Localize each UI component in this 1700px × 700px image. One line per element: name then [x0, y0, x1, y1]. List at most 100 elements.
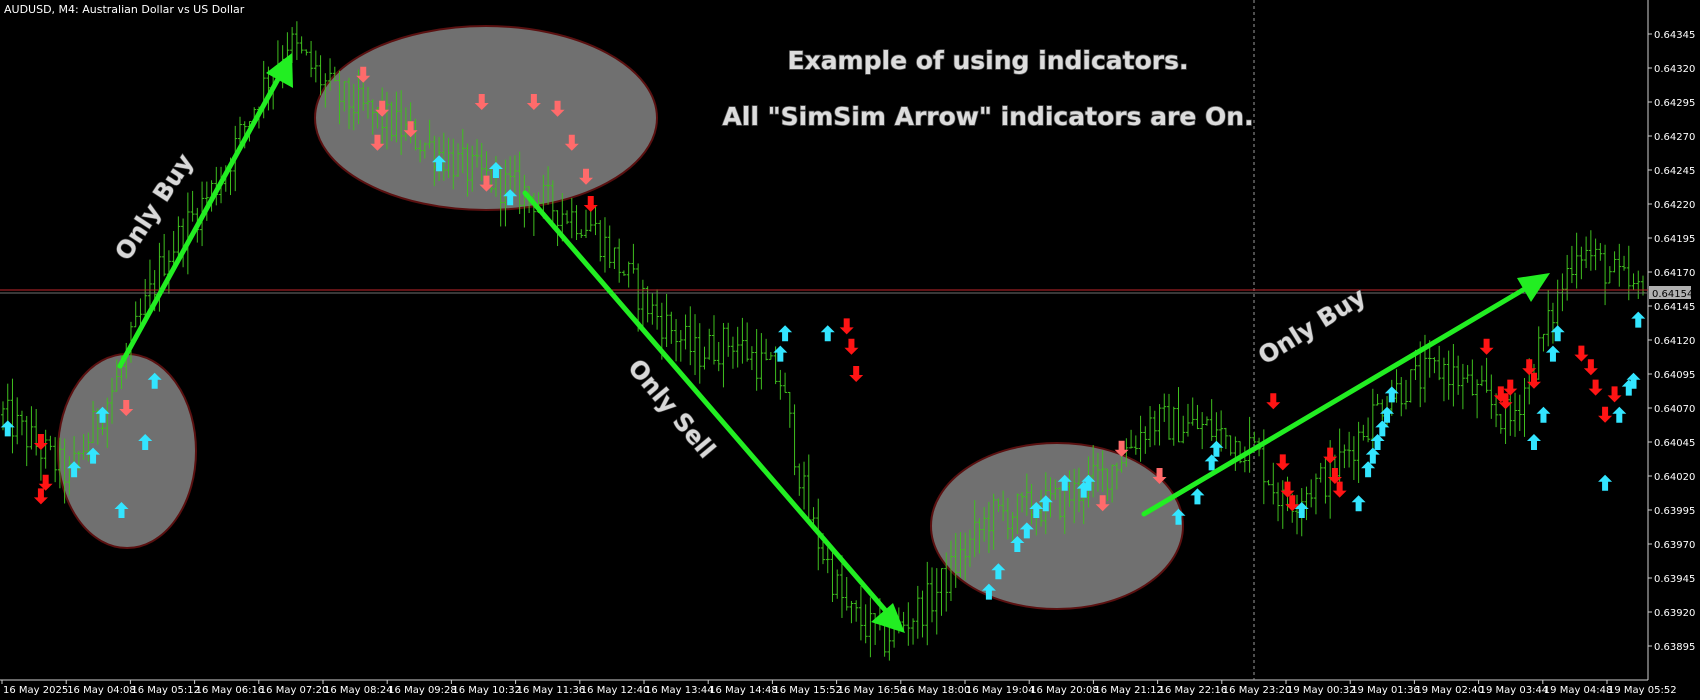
price-tick-label: 0.64345: [1654, 30, 1695, 41]
ohlc-bar: [1475, 379, 1480, 419]
ohlc-bar: [1209, 399, 1214, 441]
ohlc-bar: [1593, 238, 1598, 271]
ohlc-bar: [584, 209, 589, 238]
sell-arrow-icon: [1588, 379, 1603, 396]
ohlc-bar: [1029, 484, 1034, 525]
time-tick-label: 16 May 18:00: [902, 685, 971, 696]
ohlc-bar: [1095, 452, 1100, 492]
price-tick-label: 0.63995: [1654, 506, 1695, 517]
ohlc-bar: [1456, 355, 1461, 395]
sell-arrow-icon: [849, 366, 864, 382]
ohlc-bar: [645, 286, 650, 323]
ohlc-bar: [1498, 413, 1503, 434]
price-tick-label: 0.64295: [1654, 98, 1695, 109]
ohlc-bar: [1631, 273, 1636, 291]
ohlc-bar: [915, 585, 920, 639]
ohlc-bar: [835, 569, 840, 599]
ohlc-bar: [726, 322, 731, 357]
ohlc-bar: [1152, 410, 1157, 446]
ohlc-bar: [1342, 444, 1347, 469]
ohlc-bar: [290, 27, 295, 64]
ohlc-bar: [1020, 492, 1025, 513]
ohlc-bar: [1271, 462, 1276, 505]
ohlc-bar: [1010, 511, 1015, 542]
ohlc-bar: [944, 552, 949, 612]
sell-arrow-icon: [1607, 386, 1622, 403]
ohlc-bar: [1494, 393, 1499, 428]
highlight-ellipse-2: [314, 25, 658, 211]
buy-arrow-icon: [1038, 495, 1053, 512]
ohlc-bar: [1181, 415, 1186, 444]
sell-arrow-icon: [526, 94, 541, 110]
buy-arrow-icon: [0, 420, 15, 437]
buy-arrow-icon: [1598, 474, 1613, 491]
ohlc-bar: [91, 400, 96, 443]
sell-arrow-icon: [1498, 393, 1513, 410]
ohlc-bar: [602, 217, 607, 273]
ohlc-bar: [114, 359, 119, 392]
sell-arrow-icon: [1574, 345, 1589, 362]
ohlc-bar: [147, 259, 152, 308]
ohlc-bar: [967, 529, 972, 568]
ohlc-bar: [854, 600, 859, 622]
buy-arrow-icon: [1612, 406, 1627, 423]
sell-arrow-icon: [1152, 468, 1167, 484]
ohlc-bar: [1612, 251, 1617, 273]
ohlc-bar: [730, 336, 735, 369]
ohlc-bar: [1105, 468, 1110, 501]
ohlc-bar: [664, 293, 669, 347]
ohlc-bar: [607, 225, 612, 269]
ohlc-bar: [413, 118, 418, 151]
chart-title: AUDUSD, M4: Australian Dollar vs US Doll…: [4, 3, 245, 16]
ohlc-bar: [1309, 479, 1314, 508]
ohlc-bar: [986, 501, 991, 553]
ohlc-bar: [612, 247, 617, 269]
ohlc-bar: [1195, 404, 1200, 430]
price-tick-label: 0.63945: [1654, 574, 1695, 585]
ohlc-bar: [1541, 333, 1546, 352]
ohlc-bar: [1598, 243, 1603, 261]
ohlc-bar: [347, 77, 352, 130]
ohlc-bar: [711, 315, 716, 365]
ohlc-bar: [925, 561, 930, 646]
ohlc-bar: [456, 143, 461, 177]
ohlc-bar: [1513, 392, 1518, 437]
ohlc-bar: [1072, 468, 1077, 524]
ohlc-bar: [982, 507, 987, 542]
ohlc-bar: [1603, 244, 1608, 306]
ohlc-bar: [792, 404, 797, 476]
ohlc-bar: [598, 220, 603, 262]
price-tick-label: 0.64070: [1654, 404, 1695, 415]
sell-arrow-icon: [1332, 481, 1347, 498]
ohlc-bar: [1057, 486, 1062, 520]
ohlc-bar: [958, 531, 963, 578]
ohlc-bar: [365, 86, 370, 119]
ohlc-bar: [460, 128, 465, 174]
sell-arrow-icon: [579, 168, 594, 185]
trend-arrow-sell: [522, 190, 905, 633]
ohlc-bar: [1622, 255, 1627, 271]
ohlc-bar: [1001, 490, 1006, 522]
ohlc-bar: [299, 36, 304, 54]
ohlc-bar: [143, 278, 148, 322]
sell-arrow-icon: [1479, 338, 1494, 355]
sell-arrow-icon: [1275, 454, 1290, 471]
ohlc-bar: [868, 597, 873, 658]
ohlc-bar: [849, 600, 854, 624]
ohlc-bar: [43, 429, 48, 469]
ohlc-bar: [674, 319, 679, 362]
ohlc-bar: [171, 230, 176, 268]
sell-arrow-icon: [370, 134, 385, 151]
ohlc-bar: [399, 90, 404, 155]
buy-arrow-icon: [1171, 508, 1186, 525]
ohlc-bar: [1005, 497, 1010, 540]
sell-arrow-icon: [1522, 359, 1537, 376]
price-tick-label: 0.63895: [1654, 642, 1695, 653]
ohlc-bar: [1366, 417, 1371, 443]
time-tick-label: 19 May 04:48: [1544, 685, 1613, 696]
trend-arrows: [117, 53, 1550, 633]
ohlc-bar: [451, 138, 456, 190]
buy-arrow-icon: [1370, 434, 1385, 450]
